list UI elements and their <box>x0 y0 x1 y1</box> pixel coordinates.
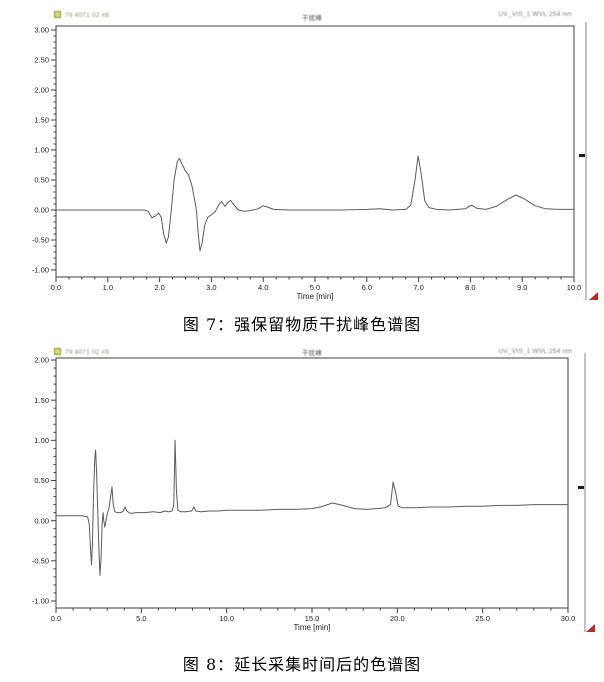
figure7-caption: 图 7：强保留物质干扰峰色谱图 <box>182 315 422 334</box>
chromatogram-file-label: 79 4071 02 #8 <box>54 11 109 20</box>
svg-text:1.00: 1.00 <box>34 146 49 155</box>
svg-text:7.0: 7.0 <box>413 283 423 292</box>
svg-text:2.00: 2.00 <box>34 86 49 95</box>
right-edge-marker <box>579 154 585 157</box>
chromatogram-channel-label: UV_VIS_1 WVL:254 nm <box>498 348 572 355</box>
figure8-caption: 图 8：延长采集时间后的色谱图 <box>182 655 422 674</box>
svg-text:10.0: 10.0 <box>219 614 234 623</box>
svg-text:0.50: 0.50 <box>34 176 49 185</box>
svg-text:-0.50: -0.50 <box>32 236 49 245</box>
svg-text:3.0: 3.0 <box>206 283 216 292</box>
svg-text:4.0: 4.0 <box>258 283 268 292</box>
svg-text:1.50: 1.50 <box>34 116 49 125</box>
svg-text:0.50: 0.50 <box>34 476 49 485</box>
chromatogram-file-label: 79 4071 02 #9 <box>54 348 109 357</box>
figure8-chromatogram-panel: -1.00 -0.50 0.00 0.50 1.00 1.50 2.00 0.0 5.0 10.0… <box>26 346 598 646</box>
figure8-chart-svg: -1.00 -0.50 0.00 0.50 1.00 1.50 2.00 0.0 5.0 10.0… <box>32 353 586 632</box>
svg-text:8.0: 8.0 <box>465 283 475 292</box>
svg-text:0.00: 0.00 <box>34 206 49 215</box>
svg-text:0.0: 0.0 <box>51 614 61 623</box>
svg-text:0.0: 0.0 <box>51 283 61 292</box>
svg-text:6.0: 6.0 <box>362 283 372 292</box>
right-edge-marker <box>578 486 584 489</box>
svg-text:-0.50: -0.50 <box>32 556 49 565</box>
figure7-chromatogram-panel: -1.00 -0.50 0.00 0.50 1.00 1.50 2.00 2.50 3.00 0.… <box>26 8 598 304</box>
svg-text:30.0: 30.0 <box>561 614 576 623</box>
svg-text:1.00: 1.00 <box>34 436 49 445</box>
chromatogram-sample-label: 干扰峰 <box>301 350 323 357</box>
trace-line <box>56 155 574 252</box>
figure7-chart-svg: -1.00 -0.50 0.00 0.50 1.00 1.50 2.00 2.50 3.00 0.… <box>32 22 587 301</box>
svg-text:9.0: 9.0 <box>517 283 527 292</box>
file-icon <box>54 11 61 18</box>
chromatogram-channel-label: UV_VIS_1 WVL:254 nm <box>498 11 572 18</box>
resize-corner-marker <box>589 292 598 300</box>
trace-line <box>56 439 568 576</box>
svg-text:1.0: 1.0 <box>103 283 113 292</box>
svg-text:2.0: 2.0 <box>154 283 164 292</box>
chromatogram-sample-label: 干扰峰 <box>301 15 323 22</box>
svg-text:5.0: 5.0 <box>136 614 146 623</box>
svg-text:0.00: 0.00 <box>34 516 49 525</box>
svg-text:15.0: 15.0 <box>305 614 320 623</box>
file-label-text: 79 4071 02 #8 <box>65 12 110 19</box>
svg-text:25.0: 25.0 <box>475 614 490 623</box>
svg-text:Time [min]: Time [min] <box>293 623 330 632</box>
svg-text:20.0: 20.0 <box>390 614 405 623</box>
svg-text:3.00: 3.00 <box>34 26 49 35</box>
svg-text:2.50: 2.50 <box>34 56 49 65</box>
file-icon <box>54 348 61 355</box>
svg-text:-1.00: -1.00 <box>32 266 49 275</box>
svg-text:1.50: 1.50 <box>34 396 49 405</box>
svg-text:2.00: 2.00 <box>34 356 49 365</box>
file-label-text: 79 4071 02 #9 <box>65 349 110 356</box>
svg-text:5.0: 5.0 <box>310 283 320 292</box>
resize-corner-marker <box>586 624 595 632</box>
svg-text:-1.00: -1.00 <box>32 597 49 606</box>
svg-text:Time [min]: Time [min] <box>296 292 333 301</box>
svg-text:10.0: 10.0 <box>567 283 582 292</box>
